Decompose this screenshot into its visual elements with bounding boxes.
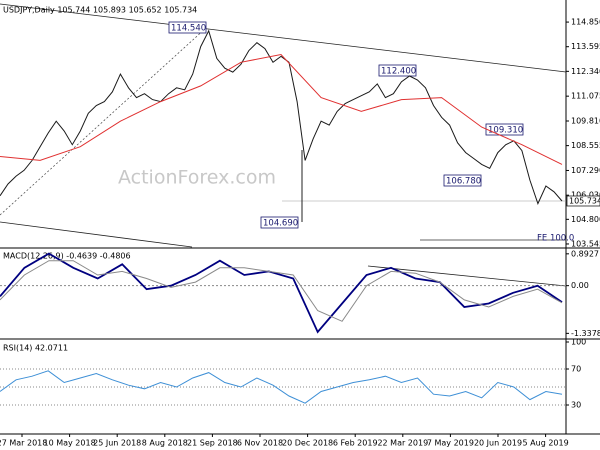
annotation-box: [378, 64, 417, 77]
y-tick-label: 104.800: [571, 215, 600, 224]
series-line: [0, 29, 563, 205]
annotation: 112.400: [381, 67, 416, 77]
trend-line: [367, 265, 567, 287]
y-tick-label: 70: [571, 365, 581, 374]
x-tick-label: 6 Nov 2018: [237, 439, 283, 448]
x-tick-label: 22 Mar 2019: [377, 439, 428, 448]
series-line: [0, 260, 563, 322]
y-tick-label: 103.545: [571, 239, 600, 248]
y-tick-label: 113.595: [571, 42, 600, 51]
panel-title: USDJPY,Daily 105.744 105.893 105.652 105…: [3, 6, 197, 15]
annotation: 106.780: [446, 177, 481, 187]
x-tick-label: 7 May 2019: [427, 439, 474, 448]
x-tick-label: 5 Aug 2019: [523, 439, 569, 448]
x-tick-label: 21 Sep 2018: [187, 439, 238, 448]
y-tick-label: 111.075: [571, 92, 600, 101]
annotation: 114.540: [171, 24, 206, 34]
y-tick-label: 100: [571, 338, 586, 347]
annotation-box: [260, 216, 299, 229]
trend-line: [0, 221, 193, 248]
series-line: [0, 53, 563, 165]
last-price-label: 105.734: [569, 196, 600, 205]
y-tick-label: 109.810: [571, 116, 600, 125]
x-tick-label: 27 Mar 2018: [0, 439, 47, 448]
x-tick-label: 10 May 2018: [44, 439, 96, 448]
x-tick-label: 25 Jun 2018: [93, 439, 141, 448]
y-tick-label: 108.555: [571, 141, 600, 150]
y-tick-label: 112.340: [571, 67, 600, 76]
annotation: FE 100.0: [537, 234, 574, 244]
series-line: [0, 370, 563, 404]
annotation-box: [443, 174, 482, 187]
annotation-box: [168, 21, 207, 34]
y-tick-label: 106.030: [571, 191, 600, 200]
x-tick-label: 6 Feb 2019: [333, 439, 378, 448]
panel-title: RSI(14) 42.0711: [3, 344, 68, 353]
annotation: 104.690: [263, 219, 298, 229]
y-tick-label: 114.850: [571, 18, 600, 27]
watermark: ActionForex.com: [118, 167, 276, 189]
y-tick-label: 0.00: [571, 281, 589, 290]
annotations: 114.540 112.400 109.310 106.780 104.690 FE 10…: [118, 21, 574, 244]
y-tick-label: -1.3378: [571, 329, 600, 338]
annotation: 109.310: [488, 126, 523, 136]
last-price-box: [566, 195, 600, 207]
y-tick-label: 30: [571, 401, 581, 410]
x-tick-label: 8 Aug 2018: [142, 439, 188, 448]
y-tick-label: 0.8927: [571, 249, 599, 258]
x-tick-label: 20 Jun 2019: [474, 439, 522, 448]
y-tick-label: 107.290: [571, 166, 600, 175]
series-line: [0, 252, 563, 334]
panel-title: MACD(12,26,9) -0.4639 -0.4806: [3, 252, 131, 261]
trend-line: [0, 3, 567, 73]
x-tick-label: 20 Dec 2018: [282, 439, 333, 448]
